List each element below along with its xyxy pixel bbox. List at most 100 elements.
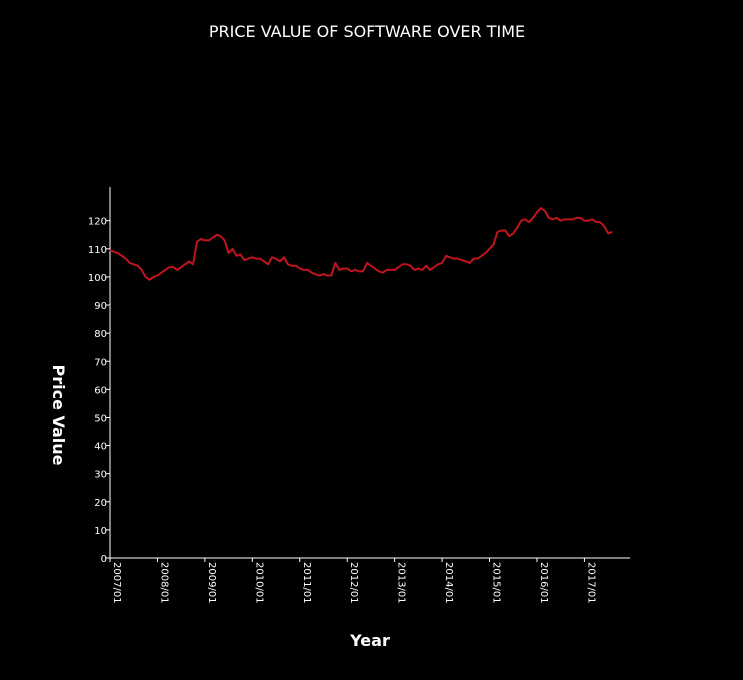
data-point [398, 266, 400, 268]
x-tick-label: 2016/01 [538, 562, 549, 604]
data-point [291, 265, 293, 267]
data-point [231, 248, 234, 250]
data-point [192, 263, 194, 265]
x-tick-label: 2012/01 [348, 562, 359, 604]
data-point [611, 231, 613, 233]
data-point [390, 269, 392, 271]
data-point [516, 227, 518, 229]
data-point [457, 258, 459, 260]
data-point [579, 217, 582, 219]
data-point [117, 252, 119, 254]
data-point [109, 249, 111, 251]
data-point [271, 256, 273, 258]
data-point [500, 229, 502, 232]
data-point [299, 267, 301, 270]
data-point [243, 259, 246, 261]
data-point [520, 220, 522, 222]
data-point [532, 217, 534, 219]
data-point [247, 258, 249, 260]
data-point [477, 258, 479, 260]
data-point [394, 269, 396, 271]
data-point [184, 263, 186, 265]
data-point [176, 269, 178, 271]
data-point [164, 269, 166, 271]
x-tick-label: 2011/01 [301, 562, 312, 604]
x-tick-label: 2008/01 [158, 562, 169, 604]
data-point [346, 267, 348, 270]
data-point [453, 258, 455, 260]
data-point [481, 255, 483, 257]
data-point [461, 259, 463, 261]
data-point [405, 263, 408, 265]
data-point [196, 241, 198, 243]
data-point [303, 269, 305, 271]
x-tick-label: 2014/01 [443, 562, 454, 604]
data-point [334, 262, 336, 264]
data-point [366, 262, 368, 264]
y-axis: 0 10 20 30 40 50 60 70 80 90 100 110 120 [88, 187, 111, 565]
y-tick-label: 70 [94, 357, 107, 368]
data-point [378, 270, 380, 272]
y-tick-label: 50 [94, 413, 107, 424]
data-point [568, 218, 570, 220]
data-point [228, 252, 230, 254]
data-point [595, 221, 597, 223]
data-point [469, 262, 471, 264]
x-tick-label: 2017/01 [585, 562, 596, 604]
data-point [267, 263, 269, 265]
data-point [496, 231, 499, 233]
data-point [429, 269, 431, 271]
data-point [314, 273, 317, 275]
x-tick-label: 2010/01 [253, 562, 264, 604]
data-point [113, 251, 115, 253]
data-point [350, 270, 352, 272]
data-point [492, 244, 495, 246]
chart-title: PRICE VALUE OF SOFTWARE OVER TIME [209, 22, 525, 41]
data-point [465, 260, 467, 263]
data-point [255, 258, 257, 260]
data-point [295, 265, 297, 267]
data-point [536, 211, 538, 213]
data-point [571, 218, 574, 220]
data-point [508, 235, 510, 237]
data-point [607, 232, 609, 234]
y-tick-label: 30 [94, 470, 107, 481]
data-point [311, 272, 313, 274]
data-point [307, 269, 309, 271]
data-point [137, 265, 139, 267]
data-point [449, 256, 451, 258]
data-point [338, 269, 340, 271]
data-point [133, 263, 135, 265]
data-point [540, 207, 542, 209]
data-point [524, 218, 526, 220]
data-point [144, 276, 147, 278]
data-point [220, 235, 222, 237]
data-point [382, 272, 384, 274]
data-point [259, 258, 261, 260]
x-tick-label: 2007/01 [111, 562, 122, 604]
data-point [275, 258, 277, 260]
data-point [200, 238, 202, 240]
series-points [109, 207, 613, 281]
data-point [473, 258, 475, 260]
data-point [417, 267, 419, 270]
data-point [437, 263, 439, 265]
series-layer [109, 207, 613, 281]
data-point [322, 273, 325, 275]
data-point [160, 272, 162, 274]
data-point [326, 274, 329, 277]
data-point [172, 266, 174, 268]
data-point [583, 220, 586, 222]
data-point [287, 263, 289, 265]
data-point [216, 234, 218, 236]
data-point [560, 220, 562, 222]
data-point [441, 262, 443, 264]
data-point [528, 221, 530, 223]
data-point [544, 210, 546, 212]
x-tick-label: 2013/01 [396, 562, 407, 604]
data-point [358, 270, 360, 272]
data-point [156, 274, 159, 277]
y-axis-label: Price Value [49, 364, 68, 465]
data-point [374, 267, 376, 270]
